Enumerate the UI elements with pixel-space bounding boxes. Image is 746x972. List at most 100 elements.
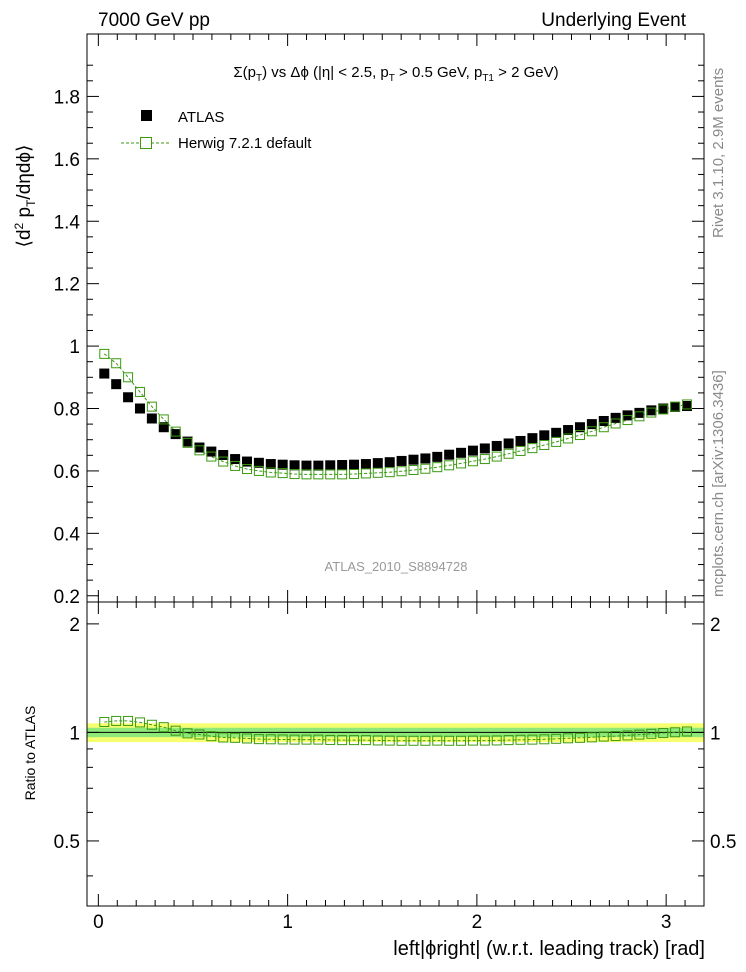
atlas-data-point <box>658 403 669 414</box>
herwig-data-point <box>170 426 181 437</box>
x-axis-label: left|ϕright| (w.r.t. leading track) [rad… <box>393 938 705 960</box>
ratio-y-tick-label-right: 1 <box>710 723 721 744</box>
mcplots-info-label: mcplots.cern.ch [arXiv:1306.3436] <box>710 370 727 597</box>
ratio-data-point <box>111 715 122 726</box>
herwig-data-point <box>444 460 455 471</box>
ratio-data-point <box>242 733 253 744</box>
herwig-data-point <box>456 458 467 469</box>
rivet-info-label: Rivet 3.1.10, 2.9M events <box>710 68 727 238</box>
ratio-data-point <box>408 735 419 746</box>
atlas-data-point <box>670 401 681 412</box>
main-y-tick-label: 0.6 <box>54 462 80 483</box>
ratio-data-point <box>123 715 134 726</box>
ratio-data-point <box>146 719 157 730</box>
herwig-data-point <box>396 466 407 477</box>
herwig-data-point <box>253 465 264 476</box>
herwig-data-point <box>206 451 217 462</box>
ratio-series-line <box>104 720 688 742</box>
ratio-x-axis: 0 1 2 3 <box>93 602 686 933</box>
main-y-tick-label: 0.8 <box>54 400 80 421</box>
herwig-data-point <box>503 448 514 459</box>
ratio-data-point <box>527 734 538 745</box>
ratio-data-point <box>574 732 585 743</box>
herwig-data-point <box>491 451 502 462</box>
header-process-label: Underlying Event <box>541 10 686 31</box>
ratio-data-point <box>539 734 550 745</box>
atlas-data-point <box>574 422 585 433</box>
ratio-data-point <box>598 731 609 742</box>
atlas-data-point <box>634 407 645 418</box>
x-tick-label: 3 <box>661 912 672 933</box>
atlas-data-point <box>194 442 205 453</box>
atlas-data-point <box>646 405 657 416</box>
atlas-data-point <box>134 403 145 414</box>
ratio-data-point <box>444 735 455 746</box>
ratio-data-point <box>325 734 336 745</box>
legend-herwig-marker <box>140 137 152 149</box>
ratio-data-point <box>253 734 264 745</box>
analysis-watermark: ATLAS_2010_S8894728 <box>325 559 468 574</box>
ratio-y-tick-label-left: 0.5 <box>54 832 80 853</box>
herwig-data-point <box>242 464 253 475</box>
ratio-data-point <box>349 735 360 746</box>
ratio-data-point <box>313 734 324 745</box>
ratio-data-point <box>360 735 371 746</box>
herwig-series-line <box>103 353 688 475</box>
x-tick-label: 2 <box>472 912 483 933</box>
atlas-data-point <box>372 458 383 469</box>
ylabel-sub-t: T <box>24 199 38 207</box>
ratio-data-point <box>622 730 633 741</box>
atlas-data-point <box>682 401 693 412</box>
header-energy-label: 7000 GeV pp <box>98 10 210 31</box>
ratio-data-points <box>99 715 693 746</box>
atlas-data-point <box>539 430 550 441</box>
atlas-data-point <box>551 427 562 438</box>
x-tick-label: 0 <box>93 912 104 933</box>
herwig-data-point <box>646 407 657 418</box>
atlas-data-point <box>360 459 371 470</box>
atlas-data-point <box>491 440 502 451</box>
atlas-data-point <box>325 460 336 471</box>
ratio-data-point <box>194 729 205 740</box>
ratio-y-tick-label-left: 2 <box>69 615 80 636</box>
herwig-data-point <box>515 445 526 456</box>
title-sub-t1: T1 <box>482 73 494 84</box>
main-y-tick-label: 1.4 <box>54 212 81 233</box>
herwig-data-point <box>574 430 585 441</box>
atlas-data-point <box>253 457 264 468</box>
plot-title: Σ(pT) vs Δϕ (|η| < 2.5, pT > 0.5 GeV, pT… <box>233 64 558 84</box>
herwig-data-point <box>563 433 574 444</box>
herwig-data-point <box>670 401 681 412</box>
ratio-data-point <box>420 735 431 746</box>
title-part-sigma: Σ(p <box>233 64 256 81</box>
herwig-data-point <box>146 401 157 412</box>
ylabel-part-c: /dηdϕ⟩ <box>14 145 35 200</box>
ylabel-part-a: ⟨d <box>14 229 35 247</box>
ratio-data-point <box>182 728 193 739</box>
main-y-tick-label: 1.2 <box>54 275 80 296</box>
ratio-data-point <box>682 726 693 737</box>
atlas-data-point <box>218 450 229 461</box>
herwig-data-point <box>123 372 134 383</box>
herwig-data-point <box>289 469 300 480</box>
ratio-data-point <box>337 735 348 746</box>
herwig-data-point <box>479 454 490 465</box>
ratio-panel-frame <box>86 601 705 907</box>
ratio-data-point <box>634 729 645 740</box>
ratio-data-point <box>289 734 300 745</box>
ratio-data-point <box>170 725 181 736</box>
atlas-data-point <box>444 449 455 460</box>
ratio-data-point <box>610 731 621 742</box>
main-panel: 0.20.40.60.811.21.41.61.8 Σ(pT) vs Δϕ (|… <box>12 33 705 608</box>
ratio-data-point <box>491 735 502 746</box>
atlas-data-point <box>586 419 597 430</box>
herwig-data-point <box>658 404 669 415</box>
herwig-data-point <box>360 468 371 479</box>
ratio-data-point <box>646 728 657 739</box>
ylabel-part-b: p <box>14 207 35 223</box>
herwig-data-point <box>682 399 693 410</box>
legend-atlas-marker <box>141 110 152 121</box>
title-sub-t: T <box>256 73 262 84</box>
atlas-data-point <box>313 460 324 471</box>
herwig-data-point <box>337 469 348 480</box>
